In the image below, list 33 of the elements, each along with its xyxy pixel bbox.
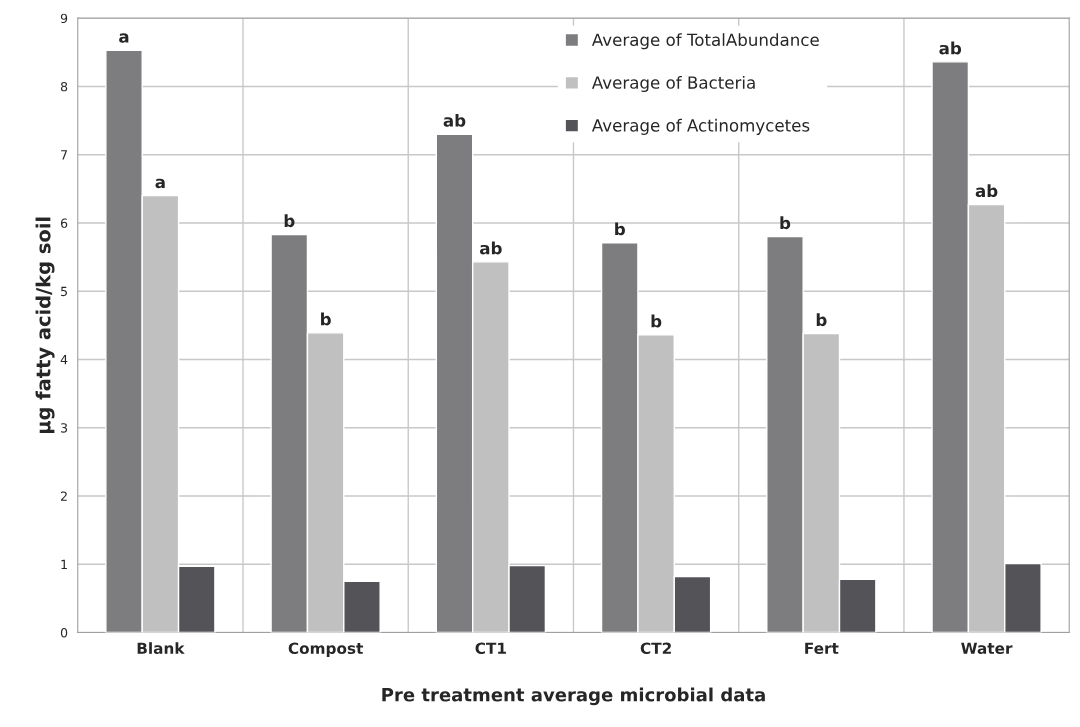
y-axis-title: µg fatty acid/kg soil (35, 217, 55, 434)
x-tick-label: Fert (805, 642, 839, 655)
y-tick-label: 3 (61, 423, 68, 433)
y-tick-label: 5 (61, 286, 67, 297)
legend-label: Average of Actinomycetes (591, 118, 810, 135)
y-tick-label: 1 (61, 559, 67, 569)
x-tick-label: Water (961, 642, 1013, 655)
y-tick-label: 8 (60, 81, 68, 92)
x-tick-label: Compost (288, 642, 363, 657)
data-label: b (284, 214, 295, 228)
data-label: b (816, 313, 827, 327)
legend-label: Average of Bacteria (591, 75, 755, 93)
x-tick-label: Blank (137, 642, 185, 655)
data-label: ab (479, 241, 502, 255)
x-tick-label: CT1 (475, 642, 506, 655)
x-tick-label: CT2 (640, 642, 671, 655)
data-label: ab (443, 113, 466, 127)
y-tick-label: 6 (60, 218, 68, 228)
data-label: b (615, 222, 625, 236)
data-label: b (780, 216, 791, 230)
y-tick-label: 2 (61, 491, 67, 501)
data-label: ab (939, 41, 962, 55)
y-tick-label: 0 (60, 627, 68, 638)
data-label: ab (975, 184, 998, 198)
x-axis-title: Pre treatment average microbial data (382, 687, 765, 706)
y-tick-label: 4 (60, 355, 68, 365)
data-label: b (651, 314, 662, 328)
legend-label: Average of TotalAbundance (591, 33, 819, 50)
y-tick-label: 9 (60, 13, 68, 24)
y-tick-label: 7 (61, 150, 67, 160)
data-label: a (119, 33, 129, 43)
data-label: a (155, 178, 165, 189)
data-label: b (321, 312, 331, 326)
